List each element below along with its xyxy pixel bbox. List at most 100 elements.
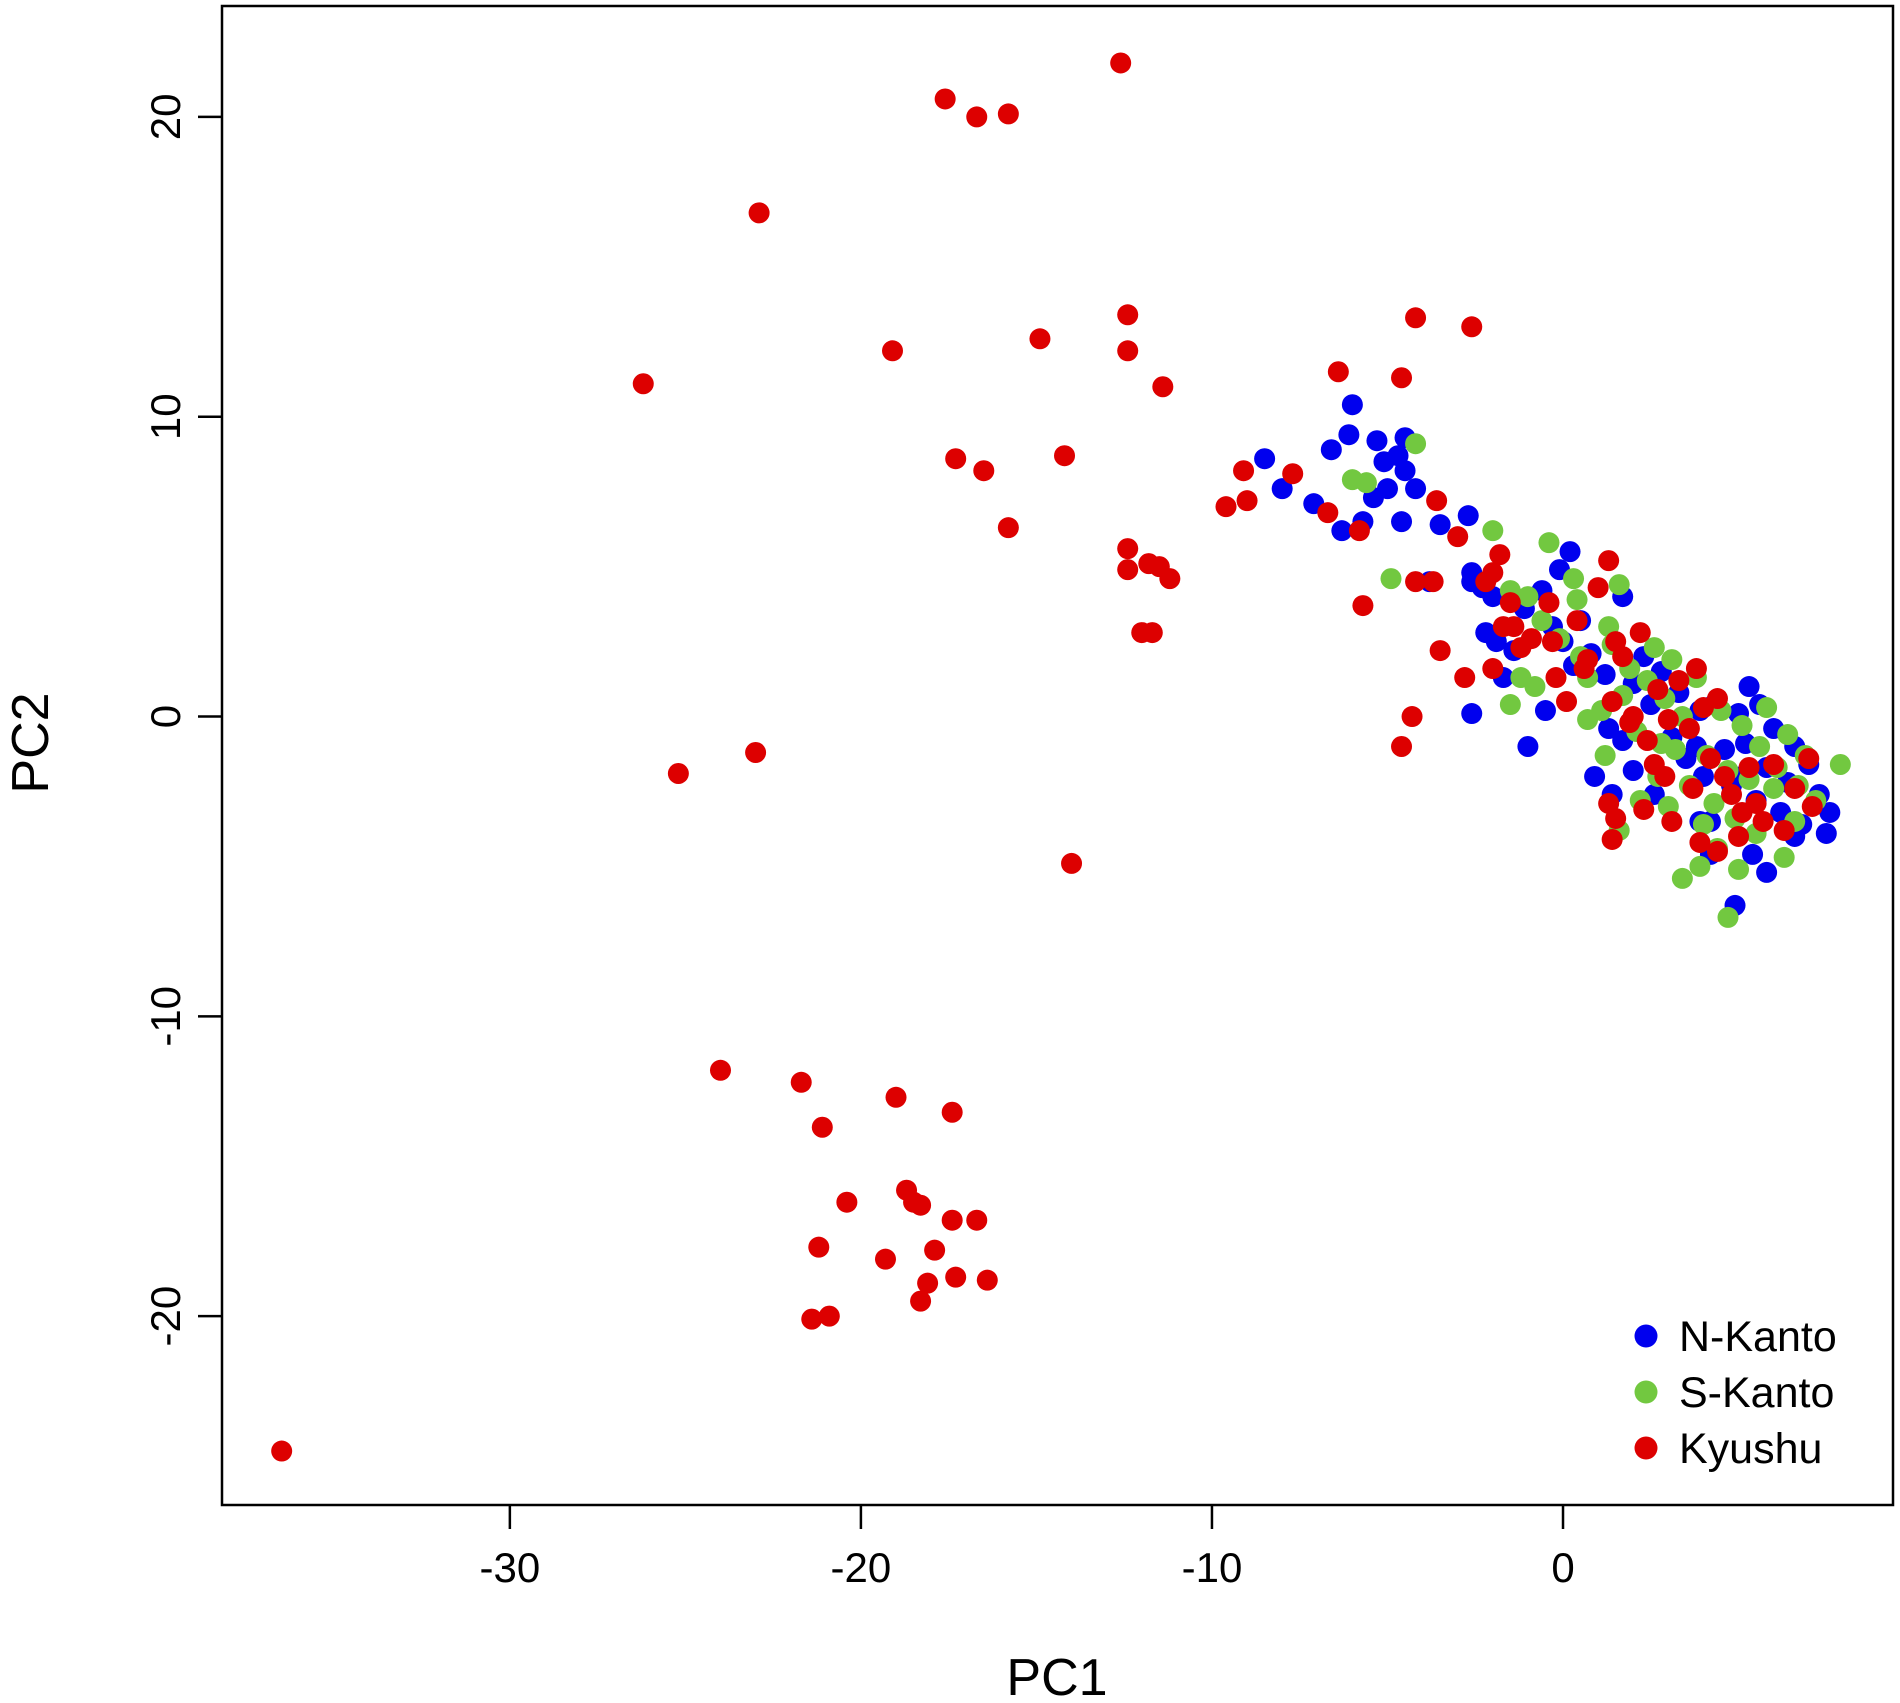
point-kyushu — [1233, 460, 1255, 482]
point-kyushu — [808, 1236, 830, 1258]
point-kyushu — [1647, 679, 1669, 701]
point-kyushu — [1489, 544, 1511, 566]
point-kyushu — [1429, 640, 1451, 662]
point-s-kanto — [1703, 792, 1725, 814]
point-kyushu — [748, 202, 770, 224]
y-tick-label: 20 — [142, 94, 189, 141]
point-s-kanto — [1756, 697, 1778, 719]
point-kyushu — [1391, 736, 1413, 758]
point-kyushu — [917, 1272, 939, 1294]
point-kyushu — [1348, 520, 1370, 542]
point-kyushu — [1152, 376, 1174, 398]
point-n-kanto — [1405, 478, 1427, 500]
point-kyushu — [1763, 753, 1785, 775]
point-kyushu — [1426, 490, 1448, 512]
point-n-kanto — [1534, 700, 1556, 722]
point-kyushu — [1657, 709, 1679, 731]
point-kyushu — [1633, 798, 1655, 820]
point-kyushu — [924, 1239, 946, 1261]
point-s-kanto — [1531, 610, 1553, 632]
point-s-kanto — [1355, 472, 1377, 494]
point-kyushu — [1159, 568, 1181, 590]
point-kyushu — [745, 742, 767, 764]
y-tick-label: -10 — [142, 986, 189, 1047]
point-kyushu — [1117, 538, 1139, 560]
point-s-kanto — [1689, 855, 1711, 877]
point-s-kanto — [1671, 867, 1693, 889]
point-kyushu — [632, 373, 654, 395]
point-kyushu — [1503, 616, 1525, 638]
legend-label: S-Kanto — [1679, 1369, 1834, 1417]
point-kyushu — [1538, 592, 1560, 614]
point-s-kanto — [1608, 574, 1630, 596]
legend-marker — [1634, 1436, 1658, 1460]
point-kyushu — [271, 1440, 293, 1462]
point-s-kanto — [1380, 568, 1402, 590]
point-kyushu — [1784, 777, 1806, 799]
point-s-kanto — [1538, 532, 1560, 554]
point-n-kanto — [1391, 511, 1413, 533]
legend-marker — [1634, 1380, 1658, 1404]
point-s-kanto — [1594, 745, 1616, 766]
point-kyushu — [1601, 691, 1623, 713]
point-s-kanto — [1643, 637, 1665, 659]
x-tick-label: 0 — [1551, 1544, 1574, 1591]
point-s-kanto — [1661, 649, 1683, 671]
plot-frame — [220, 4, 1895, 1507]
point-kyushu — [910, 1194, 932, 1216]
point-kyushu — [1117, 340, 1139, 362]
point-n-kanto — [1366, 430, 1388, 452]
point-kyushu — [1110, 52, 1132, 74]
point-kyushu — [1678, 718, 1700, 740]
point-s-kanto — [1717, 906, 1739, 928]
point-kyushu — [1619, 712, 1641, 734]
point-kyushu — [818, 1305, 840, 1327]
point-n-kanto — [1271, 478, 1293, 500]
point-kyushu — [1612, 646, 1634, 668]
point-n-kanto — [1461, 703, 1483, 725]
point-kyushu — [1545, 667, 1567, 689]
point-s-kanto — [1566, 589, 1588, 611]
point-n-kanto — [1738, 676, 1760, 698]
point-kyushu — [1629, 622, 1651, 644]
y-tick-label: 0 — [142, 705, 189, 728]
point-kyushu — [1482, 658, 1504, 680]
point-s-kanto — [1749, 736, 1771, 758]
point-n-kanto — [1331, 520, 1353, 542]
point-kyushu — [910, 1290, 932, 1312]
y-axis: 20 10 0 -10 -20 — [142, 94, 222, 1346]
point-s-kanto — [1777, 724, 1799, 746]
point-kyushu — [790, 1071, 812, 1093]
point-kyushu — [1601, 828, 1623, 850]
point-kyushu — [1668, 670, 1690, 692]
point-s-kanto — [1763, 777, 1785, 799]
point-kyushu — [1636, 730, 1658, 752]
legend: N-Kanto S-Kanto Kyushu — [1634, 1313, 1837, 1473]
point-kyushu — [1327, 361, 1349, 383]
point-kyushu — [1682, 777, 1704, 799]
point-kyushu — [1706, 840, 1728, 862]
point-kyushu — [1541, 631, 1563, 653]
point-kyushu — [882, 340, 904, 362]
legend-marker — [1634, 1324, 1658, 1348]
point-kyushu — [1461, 316, 1483, 338]
point-kyushu — [801, 1308, 823, 1330]
point-kyushu — [1352, 595, 1374, 617]
point-kyushu — [997, 103, 1019, 125]
point-n-kanto — [1584, 765, 1606, 787]
point-kyushu — [997, 517, 1019, 539]
point-kyushu — [1573, 658, 1595, 680]
point-n-kanto — [1559, 541, 1581, 563]
point-kyushu — [1405, 307, 1427, 329]
point-kyushu — [836, 1191, 858, 1213]
point-kyushu — [874, 1248, 896, 1270]
point-s-kanto — [1499, 694, 1521, 716]
point-kyushu — [973, 460, 995, 482]
point-kyushu — [1520, 628, 1542, 650]
point-kyushu — [1689, 831, 1711, 853]
point-s-kanto — [1692, 813, 1714, 835]
point-kyushu — [1706, 688, 1728, 710]
point-kyushu — [1215, 496, 1237, 518]
point-kyushu — [1405, 571, 1427, 593]
point-kyushu — [976, 1269, 998, 1291]
